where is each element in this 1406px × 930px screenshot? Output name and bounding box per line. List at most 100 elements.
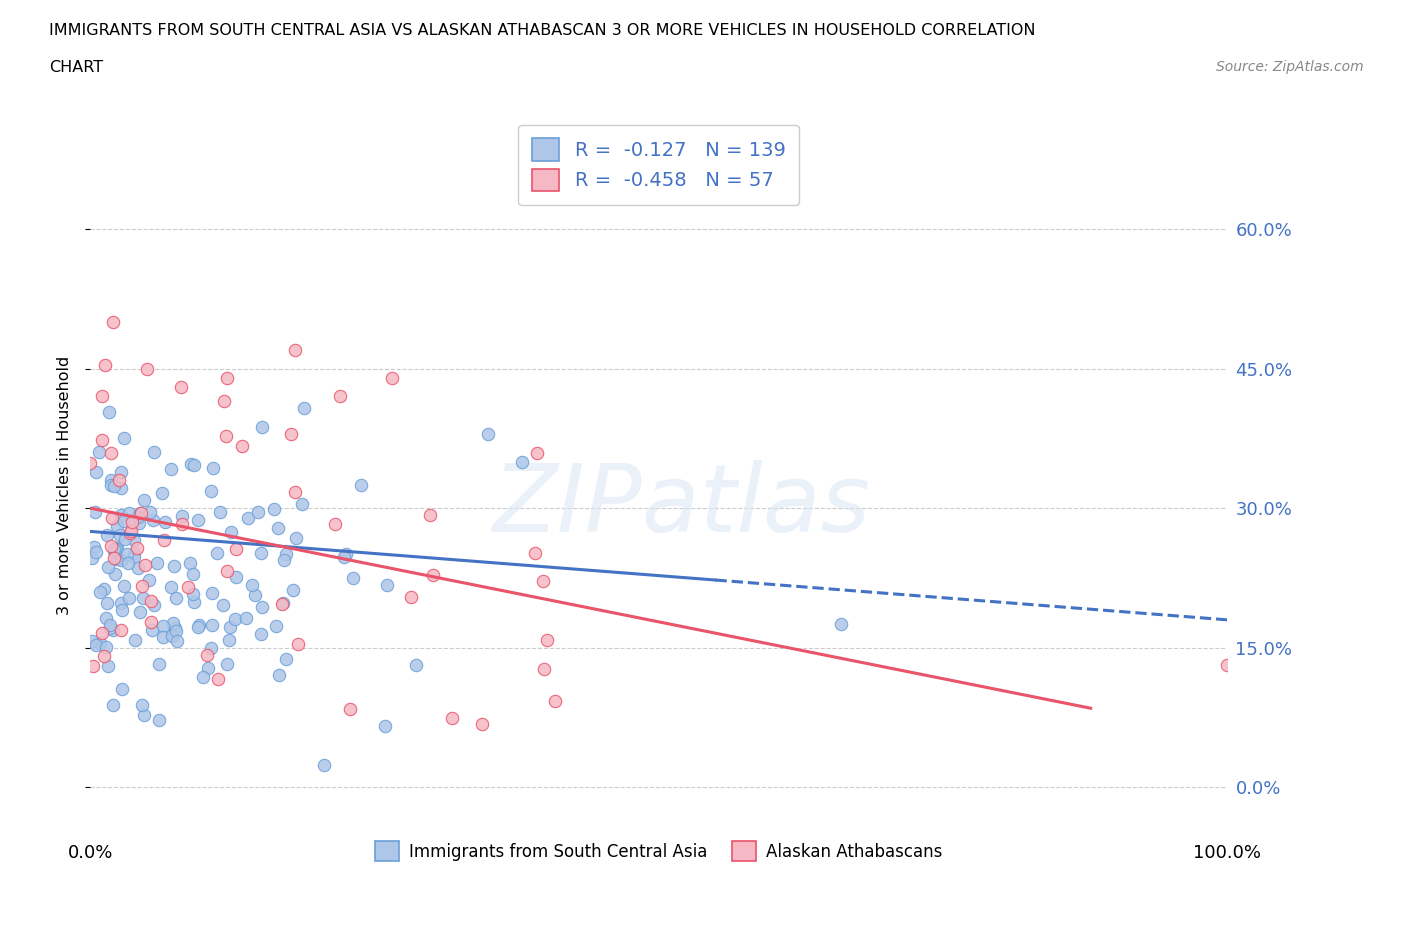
Point [138, 573, 160, 588]
Point [200, 585, 222, 600]
Point [112, 514, 135, 529]
Point [477, 426, 499, 441]
Point [94, 639, 117, 654]
Point [292, 401, 315, 416]
Point [250, 545, 273, 560]
Point [830, 617, 852, 631]
Point [208, 505, 231, 520]
Point [219, 525, 242, 539]
Point [134, 708, 156, 723]
Point [152, 630, 174, 644]
Point [127, 561, 149, 576]
Point [153, 514, 176, 529]
Point [90, 626, 112, 641]
Point [339, 701, 361, 716]
Point [217, 564, 239, 578]
Point [271, 596, 294, 611]
Point [136, 361, 159, 376]
Point [110, 603, 132, 618]
Point [131, 506, 153, 521]
Point [131, 578, 153, 593]
Point [172, 517, 194, 532]
Point [165, 623, 187, 638]
Point [238, 511, 260, 525]
Point [342, 571, 364, 586]
Point [103, 542, 125, 557]
Point [162, 616, 184, 631]
Point [215, 370, 238, 385]
Point [129, 506, 152, 521]
Text: IMMIGRANTS FROM SOUTH CENTRAL ASIA VS ALASKAN ATHABASCAN 3 OR MORE VEHICLES IN H: IMMIGRANTS FROM SOUTH CENTRAL ASIA VS AL… [49, 23, 1036, 38]
Point [374, 718, 396, 733]
Point [266, 618, 288, 633]
Point [143, 445, 166, 459]
Point [131, 591, 153, 605]
Point [179, 555, 201, 570]
Point [181, 587, 204, 602]
Point [271, 596, 294, 611]
Point [235, 610, 257, 625]
Point [399, 590, 422, 604]
Point [246, 504, 269, 519]
Point [245, 588, 267, 603]
Point [350, 478, 373, 493]
Point [103, 478, 125, 493]
Point [280, 426, 302, 441]
Point [274, 546, 297, 561]
Point [225, 542, 247, 557]
Text: Source: ZipAtlas.com: Source: ZipAtlas.com [1216, 60, 1364, 74]
Point [197, 660, 219, 675]
Point [127, 510, 149, 525]
Point [110, 595, 132, 610]
Point [122, 533, 145, 548]
Point [440, 711, 463, 725]
Point [104, 566, 127, 581]
Point [533, 661, 555, 676]
Point [146, 555, 169, 570]
Point [110, 552, 132, 567]
Point [225, 569, 247, 584]
Point [110, 623, 132, 638]
Point [250, 599, 273, 614]
Point [111, 682, 134, 697]
Point [127, 541, 149, 556]
Point [187, 513, 209, 528]
Point [287, 636, 309, 651]
Point [117, 555, 139, 570]
Point [101, 314, 124, 329]
Point [267, 667, 290, 682]
Point [89, 445, 111, 459]
Point [422, 567, 444, 582]
Point [103, 622, 125, 637]
Point [531, 574, 554, 589]
Text: ZIPatlas: ZIPatlas [492, 460, 870, 551]
Point [98, 620, 121, 635]
Point [218, 619, 240, 634]
Point [218, 632, 240, 647]
Point [250, 419, 273, 434]
Point [152, 533, 174, 548]
Point [128, 605, 150, 620]
Point [160, 629, 183, 644]
Point [284, 342, 307, 357]
Point [83, 539, 105, 554]
Point [110, 464, 132, 479]
Point [419, 507, 441, 522]
Point [131, 698, 153, 712]
Point [250, 627, 273, 642]
Point [93, 649, 115, 664]
Point [536, 632, 558, 647]
Point [120, 524, 142, 538]
Point [510, 454, 533, 469]
Point [193, 670, 215, 684]
Point [163, 559, 186, 574]
Point [134, 493, 156, 508]
Point [110, 527, 132, 542]
Point [108, 472, 131, 487]
Point [165, 620, 187, 635]
Point [101, 698, 124, 712]
Point [93, 581, 115, 596]
Point [122, 550, 145, 565]
Point [215, 428, 238, 443]
Point [118, 526, 141, 541]
